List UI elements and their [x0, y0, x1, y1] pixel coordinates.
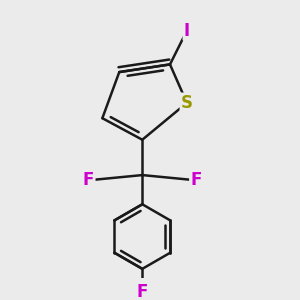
- Text: F: F: [136, 283, 148, 300]
- Text: F: F: [83, 171, 94, 189]
- Text: S: S: [181, 94, 193, 112]
- Text: I: I: [184, 22, 190, 40]
- Text: F: F: [190, 171, 202, 189]
